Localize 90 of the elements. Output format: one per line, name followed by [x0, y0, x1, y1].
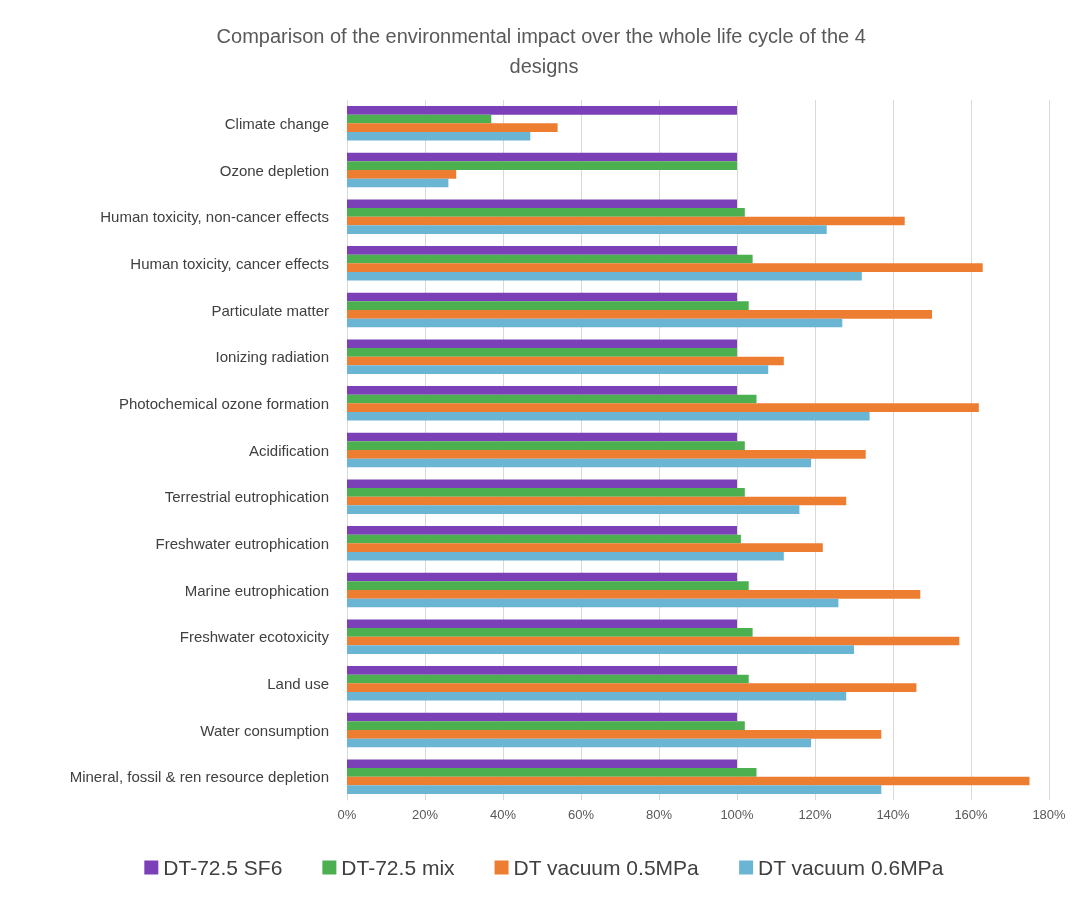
- bar: [347, 271, 862, 281]
- bar: [347, 488, 745, 497]
- bar: [347, 403, 979, 412]
- x-tick-label: 80%: [645, 807, 673, 822]
- bar: [347, 152, 737, 162]
- bar: [347, 598, 839, 608]
- y-tick-label: Water consumption: [200, 721, 329, 739]
- y-tick-label: Human toxicity, cancer effects: [130, 254, 329, 272]
- y-tick-label: Marine eutrophication: [184, 581, 329, 599]
- bar: [347, 339, 737, 349]
- bar: [347, 534, 741, 544]
- bar: [347, 301, 749, 310]
- bar: [347, 225, 827, 234]
- x-tick-label: 180%: [1032, 807, 1067, 822]
- x-tick-label: 60%: [567, 807, 595, 822]
- bar: [347, 208, 745, 217]
- bar: [347, 776, 1030, 786]
- bar: [347, 590, 921, 599]
- bar: [347, 292, 737, 302]
- bar: [347, 785, 882, 794]
- bar: [347, 318, 843, 328]
- x-tick-label: 20%: [411, 807, 439, 822]
- bar: [347, 645, 854, 654]
- bar: [347, 441, 745, 450]
- bar: [347, 254, 753, 264]
- bar: [347, 683, 917, 692]
- bar: [347, 458, 812, 468]
- x-tick-label: 40%: [489, 807, 517, 822]
- bar: [347, 170, 457, 179]
- bar: [347, 450, 866, 459]
- bar: [347, 543, 823, 552]
- y-tick-label: Freshwater eutrophication: [155, 534, 329, 552]
- bar: [347, 114, 492, 124]
- bar: [347, 666, 737, 675]
- bar: [347, 572, 737, 582]
- bar: [347, 216, 905, 226]
- y-tick-label: Acidification: [248, 441, 329, 459]
- bar: [347, 479, 737, 489]
- bar: [347, 691, 847, 701]
- y-tick-label: Land use: [267, 674, 329, 692]
- bar: [347, 178, 449, 188]
- bar: [347, 199, 737, 209]
- bar: [347, 505, 800, 514]
- bar: [347, 619, 737, 629]
- bar: [347, 386, 737, 395]
- bar: [347, 636, 960, 646]
- bar: [347, 759, 737, 769]
- bar: [347, 356, 784, 366]
- legend-label: DT-72.5 mix: [341, 856, 456, 879]
- legend-label: DT vacuum 0.5MPa: [513, 856, 700, 879]
- x-tick-label: 120%: [798, 807, 833, 822]
- bar: [347, 768, 757, 777]
- bar: [347, 123, 558, 132]
- x-tick-label: 0%: [337, 807, 357, 822]
- bar: [347, 131, 531, 141]
- bar: [347, 551, 784, 561]
- y-tick-label: Ionizing radiation: [215, 348, 329, 366]
- bar: [347, 106, 737, 115]
- x-tick-label: 100%: [720, 807, 755, 822]
- y-tick-label: Freshwater ecotoxicity: [179, 628, 330, 646]
- y-tick-label: Ozone depletion: [219, 161, 329, 179]
- bar: [347, 310, 932, 319]
- bar: [347, 432, 737, 442]
- bar: [347, 712, 737, 722]
- bar: [347, 674, 749, 684]
- y-tick-label: Climate change: [224, 114, 329, 132]
- bar: [347, 738, 812, 748]
- legend-label: DT-72.5 SF6: [163, 856, 283, 879]
- y-tick-label: Terrestrial eutrophication: [164, 488, 329, 506]
- bar: [347, 348, 737, 357]
- bar: [347, 263, 983, 272]
- bar: [347, 581, 749, 590]
- bar: [347, 161, 737, 170]
- bar: [347, 628, 753, 637]
- bar: [347, 394, 757, 404]
- bar: [347, 721, 745, 730]
- y-tick-label: Particulate matter: [211, 301, 329, 319]
- chart-title: Comparison of the environmental impact over the whole life cycle of the 4 designs: [216, 25, 872, 77]
- bar: [347, 365, 769, 374]
- y-tick-label: Mineral, fossil & ren resource depletion: [69, 768, 329, 786]
- x-tick-label: 140%: [876, 807, 911, 822]
- x-tick-label: 160%: [954, 807, 989, 822]
- bar: [347, 496, 847, 506]
- bar: [347, 411, 870, 421]
- bar: [347, 526, 737, 535]
- legend-label: DT vacuum 0.6MPa: [758, 856, 944, 879]
- y-tick-label: Photochemical ozone formation: [118, 394, 329, 412]
- bar: [347, 246, 737, 255]
- bar: [347, 730, 882, 739]
- y-tick-label: Human toxicity, non-cancer effects: [100, 208, 329, 226]
